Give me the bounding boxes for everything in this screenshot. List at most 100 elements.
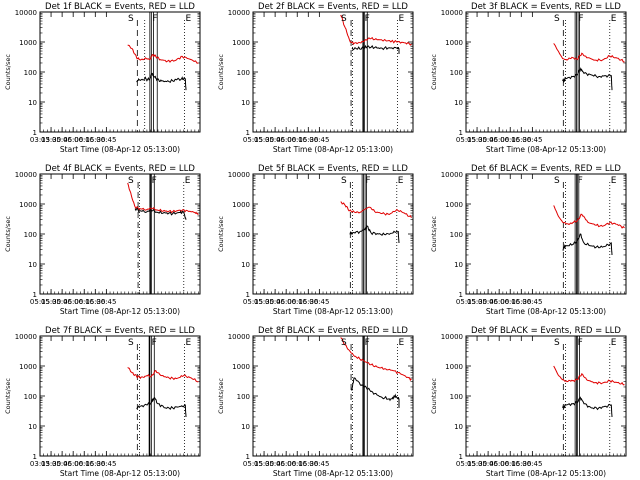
y-tick-label: 10 <box>454 261 463 269</box>
x-axis-label: Start Time (08-Apr-12 05:13:00) <box>486 307 606 316</box>
y-tick-label: 100 <box>24 69 37 77</box>
y-tick-label: 10000 <box>441 171 463 179</box>
panel-4: Det 4f BLACK = Events, RED = LLD Counts/s… <box>4 164 201 316</box>
events-series-line <box>562 67 613 91</box>
y-tick-label: 1000 <box>445 363 463 371</box>
y-tick-label: 1 <box>246 453 250 461</box>
x-axis-label: Start Time (08-Apr-12 05:13:00) <box>273 145 393 154</box>
lld-series-line <box>340 337 412 382</box>
events-series-line <box>136 396 187 418</box>
y-tick-label: 10000 <box>15 9 37 17</box>
x-tick-label: 05:30 <box>254 136 274 144</box>
marker-flag-e: E <box>611 338 617 348</box>
x-tick-label: 06:00 <box>63 136 83 144</box>
x-tick-label: 06:45 <box>309 136 329 144</box>
x-axis-label: Start Time (08-Apr-12 05:13:00) <box>486 145 606 154</box>
marker-flag-f: F <box>578 14 583 24</box>
y-tick-label: 100 <box>237 231 250 239</box>
panel-title: Det 9f BLACK = Events, RED = LLD <box>471 326 621 336</box>
y-tick-label: 100 <box>450 231 463 239</box>
lld-series-line <box>553 43 625 63</box>
marker-flag-f: F <box>152 176 157 186</box>
y-axis-label: Counts/sec <box>430 54 438 90</box>
y-tick-label: 1 <box>33 129 37 137</box>
marker-flag-e: E <box>611 14 617 24</box>
panel-title: Det 7f BLACK = Events, RED = LLD <box>45 326 195 336</box>
x-tick-label: 05:45 <box>265 298 285 306</box>
lld-series-line <box>127 367 199 383</box>
x-tick-label: 06:15 <box>287 460 307 468</box>
panel-title: Det 4f BLACK = Events, RED = LLD <box>45 164 195 174</box>
y-tick-label: 1000 <box>19 39 37 47</box>
y-axis-label: Counts/sec <box>4 216 12 252</box>
marker-flag-f: F <box>365 338 370 348</box>
marker-flag-s: S <box>554 176 560 186</box>
marker-flag-f: F <box>152 14 157 24</box>
y-tick-label: 10000 <box>441 333 463 341</box>
x-tick-label: 06:00 <box>489 460 509 468</box>
x-tick-label: 06:30 <box>298 460 318 468</box>
y-tick-label: 1000 <box>445 201 463 209</box>
x-tick-label: 06:00 <box>489 298 509 306</box>
marker-flag-e: E <box>399 338 405 348</box>
x-axis-label: Start Time (08-Apr-12 05:13:00) <box>273 307 393 316</box>
lld-series-line <box>553 205 625 229</box>
x-tick-label: 05:30 <box>41 298 61 306</box>
x-tick-label: 06:30 <box>85 460 105 468</box>
events-series-line <box>562 396 613 418</box>
lld-series-line <box>127 44 199 64</box>
x-tick-label: 05:30 <box>254 460 274 468</box>
x-tick-label: 06:30 <box>85 136 105 144</box>
x-tick-label: 05:30 <box>467 136 487 144</box>
y-axis-label: Counts/sec <box>4 378 12 414</box>
marker-flag-s: S <box>128 338 134 348</box>
marker-flag-f: F <box>578 338 583 348</box>
x-tick-label: 06:00 <box>276 136 296 144</box>
lld-series-line <box>340 14 412 46</box>
x-tick-label: 06:15 <box>500 460 520 468</box>
plot-frame <box>465 173 627 295</box>
x-tick-label: 06:00 <box>63 460 83 468</box>
panel-5: Det 5f BLACK = Events, RED = LLD Counts/s… <box>217 164 414 316</box>
x-tick-label: 05:45 <box>478 136 498 144</box>
panel-7: Det 7f BLACK = Events, RED = LLD Counts/s… <box>4 326 201 478</box>
plot-frame <box>252 335 414 457</box>
x-tick-label: 06:15 <box>287 136 307 144</box>
marker-flag-e: E <box>186 14 192 24</box>
marker-flag-s: S <box>128 176 134 186</box>
marker-flag-f: F <box>578 176 583 186</box>
x-tick-label: 06:15 <box>74 298 94 306</box>
y-tick-label: 10 <box>454 423 463 431</box>
y-tick-label: 100 <box>24 393 37 401</box>
plot-frame <box>39 335 201 457</box>
x-tick-label: 06:30 <box>511 136 531 144</box>
x-axis-label: Start Time (08-Apr-12 05:13:00) <box>60 307 180 316</box>
x-tick-label: 05:15 <box>456 136 476 144</box>
y-tick-label: 1000 <box>232 39 250 47</box>
x-axis-label: Start Time (08-Apr-12 05:13:00) <box>273 469 393 478</box>
panel-title: Det 8f BLACK = Events, RED = LLD <box>258 326 408 336</box>
y-tick-label: 10 <box>28 261 37 269</box>
x-axis-label: Start Time (08-Apr-12 05:13:00) <box>486 469 606 478</box>
x-tick-label: 06:15 <box>74 460 94 468</box>
x-tick-label: 06:30 <box>511 460 531 468</box>
marker-flag-f: F <box>152 338 157 348</box>
marker-flag-e: E <box>186 338 192 348</box>
events-series-line <box>351 377 400 408</box>
y-tick-label: 1 <box>33 291 37 299</box>
y-tick-label: 100 <box>237 393 250 401</box>
plot-frame <box>252 11 414 133</box>
x-tick-label: 06:45 <box>96 298 116 306</box>
marker-flag-s: S <box>341 14 347 24</box>
x-tick-label: 06:30 <box>298 136 318 144</box>
lld-series-line <box>553 365 625 386</box>
panel-title: Det 6f BLACK = Events, RED = LLD <box>471 164 621 174</box>
events-series-line <box>134 207 187 220</box>
y-axis-label: Counts/sec <box>217 378 225 414</box>
y-tick-label: 10000 <box>15 333 37 341</box>
y-tick-label: 10000 <box>441 9 463 17</box>
panel-2: Det 2f BLACK = Events, RED = LLD Counts/s… <box>217 2 414 154</box>
marker-flag-e: E <box>399 14 405 24</box>
y-tick-label: 1 <box>246 291 250 299</box>
y-tick-label: 100 <box>237 69 250 77</box>
